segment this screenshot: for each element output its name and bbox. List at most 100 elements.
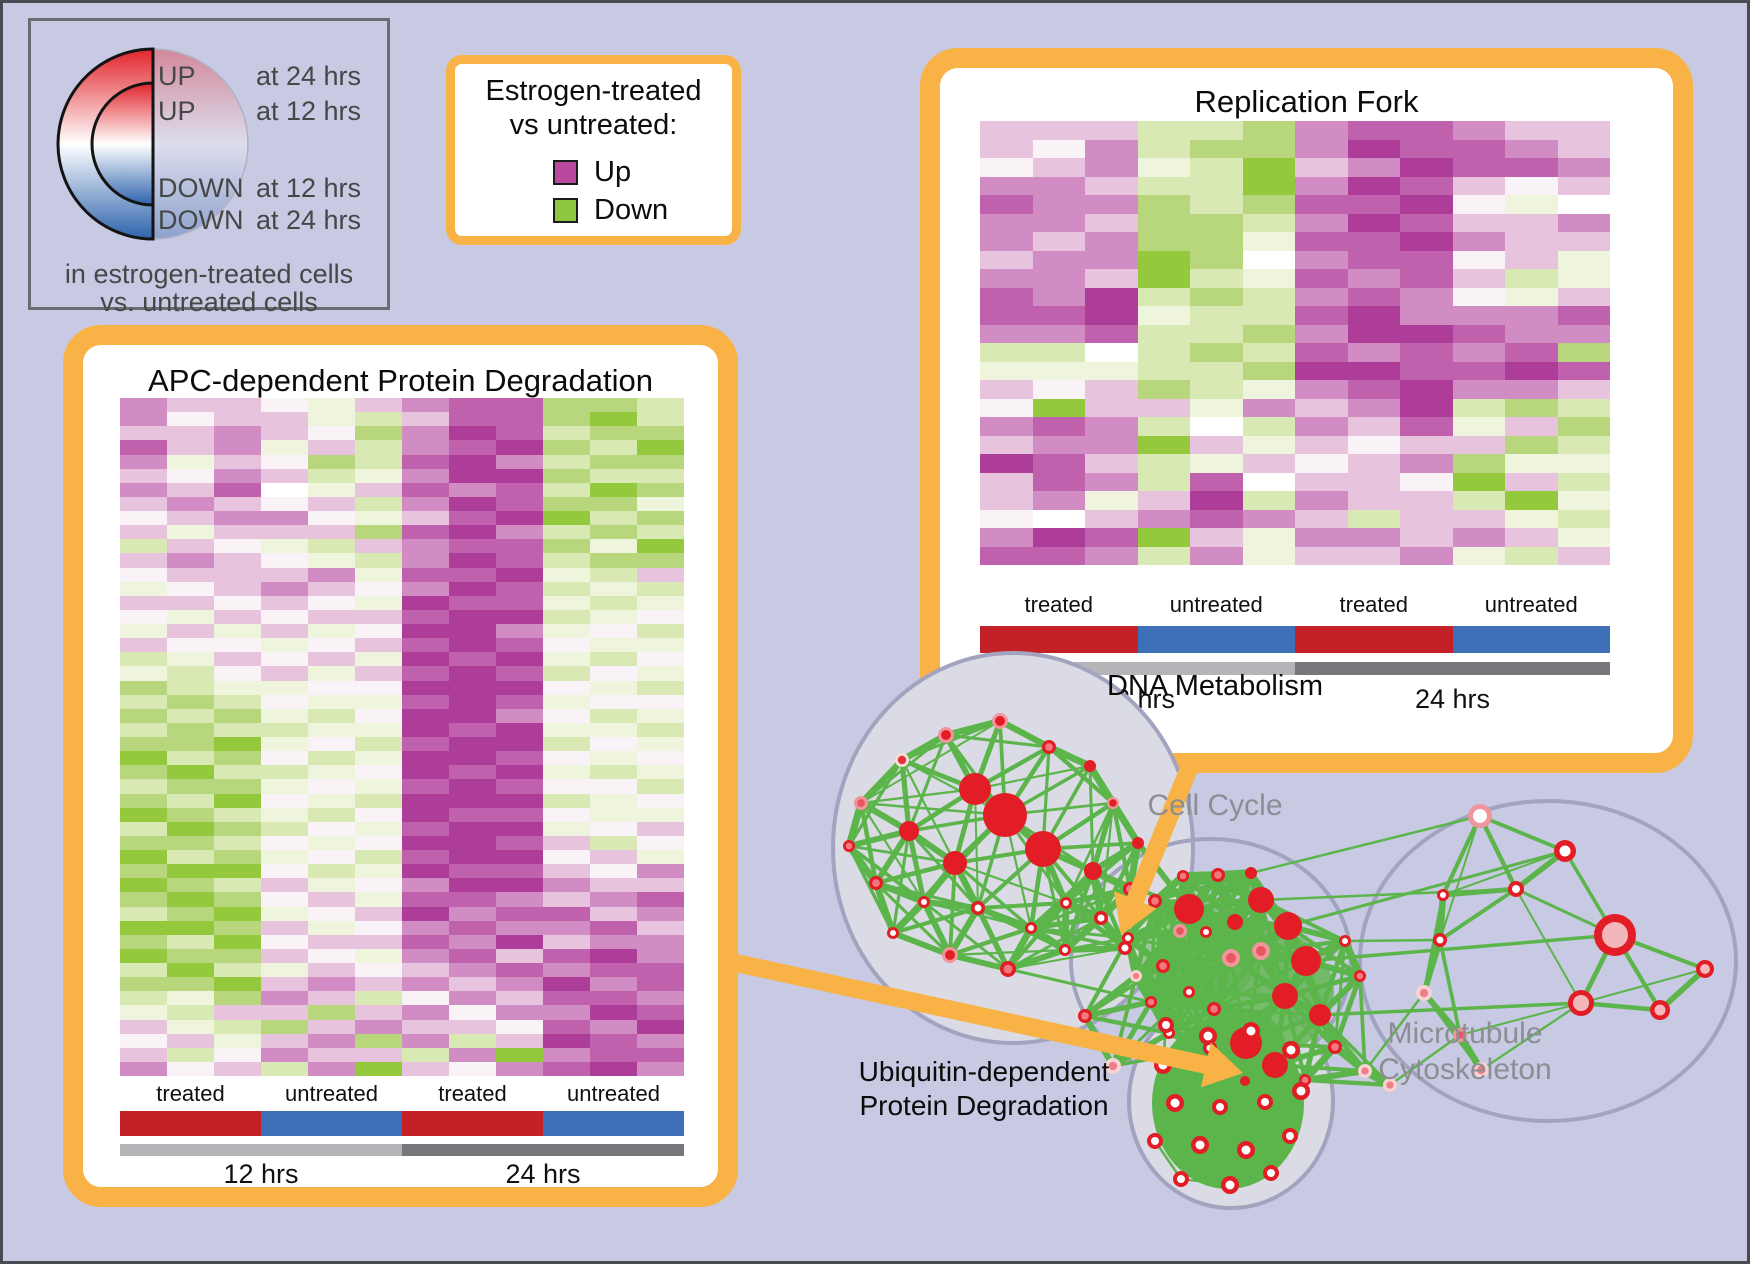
heatmap-cell [261,553,308,568]
heatmap-cell [402,793,449,808]
heatmap-cell [1085,213,1138,232]
gene-node-core [857,799,865,807]
heatmap-cell [167,878,214,893]
heatmap-cell [543,496,590,511]
heatmap-cell [637,991,684,1006]
network-bridge-edge [1305,933,1616,963]
heatmap-cell [1137,213,1190,232]
network-edge [860,802,925,903]
heatmap-cell [1557,306,1610,325]
heatmap-cell [1137,435,1190,454]
heatmap-cell [261,850,308,865]
heatmap-cell [1400,454,1453,473]
heatmap-cell [261,920,308,935]
network-bridge-edge [1030,926,1129,940]
network-edge [860,787,976,805]
heatmap-cell [1557,139,1610,158]
heatmap-cell [543,963,590,978]
heatmap-cell [637,878,684,893]
heatmap-cell [1032,139,1085,158]
network-edge [1317,940,1348,1016]
network-edge [892,906,979,935]
heatmap-cell [1190,398,1243,417]
group-bar-segment [1295,626,1453,653]
heatmap-cell [402,454,449,469]
heatmap-cell [1242,472,1295,491]
heatmap-cell [1190,417,1243,436]
heatmap-cell [261,595,308,610]
heatmap-cell [590,948,637,963]
heatmap-cell [167,426,214,441]
heatmap-cell [449,468,496,483]
heatmap-cell [1452,343,1505,362]
heatmap-cell [167,906,214,921]
heatmap-cell [1347,454,1400,473]
gene-node [1245,867,1257,879]
heatmap-cell [355,835,402,850]
network-edge [1203,871,1254,934]
heatmap-cell [1505,250,1558,269]
heatmap-cell [261,934,308,949]
heatmap-cell [308,722,355,737]
heatmap-cell [214,412,261,427]
network-edge [907,829,980,910]
gene-node-core [1386,1081,1394,1089]
heatmap-cell [355,609,402,624]
heatmap-cell [449,581,496,596]
heatmap-cell [637,751,684,766]
heatmap-cell [1085,491,1138,510]
heatmap-cell [120,793,167,808]
heatmap-cell [308,850,355,865]
heatmap-cell [543,765,590,780]
heatmap-cell [214,398,261,413]
heatmap-cell [449,511,496,526]
heatmap-cell [214,920,261,935]
heatmap-cell [590,426,637,441]
heatmap-cell [1347,546,1400,565]
heatmap-cell [980,121,1033,140]
heatmap-cell [496,779,543,794]
heatmap-cell [637,821,684,836]
apc-degradation-panel: APC-dependent Protein Degradation treate… [63,325,738,1207]
heatmap-cell [402,609,449,624]
heatmap-cell [449,638,496,653]
gene-node-core [1559,845,1571,857]
heatmap-cell [449,934,496,949]
heatmap-cell [496,652,543,667]
condition-labels: treated untreated treated untreated [980,592,1610,620]
heatmap-cell [120,835,167,850]
heatmap-cell [543,482,590,497]
network-edge [1203,931,1217,1010]
heatmap-cell [402,1061,449,1076]
heatmap-cell [1557,287,1610,306]
heatmap-cell [1505,509,1558,528]
heatmap-cell [214,666,261,681]
heatmap-cell [261,609,308,624]
heatmap-cell [449,850,496,865]
heatmap-cell [1557,232,1610,251]
heatmap-cell [355,722,402,737]
heatmap-cell [167,624,214,639]
gene-node-core [1170,1098,1180,1108]
heatmap-cell [590,567,637,582]
heatmap-cell [543,553,590,568]
heatmap-cell [1190,121,1243,140]
network-bridge-edge [1364,992,1425,1072]
heatmap-cell [1557,361,1610,380]
heatmap-cell [496,398,543,413]
gene-node-core [1210,1005,1218,1013]
heatmap-cell [590,1019,637,1034]
heatmap-cell [261,991,308,1006]
heatmap-cell [637,1005,684,1020]
network-edge [858,802,879,884]
heatmap-cell [449,412,496,427]
heatmap-cell [214,821,261,836]
heatmap-cell [214,539,261,554]
gene-node [1240,1076,1250,1086]
heatmap-cell [449,1033,496,1048]
heatmap-cell [590,751,637,766]
heatmap-cell [261,1061,308,1076]
heatmap-cell [1242,454,1295,473]
heatmap-cell [1295,491,1348,510]
heatmap-cell [637,680,684,695]
